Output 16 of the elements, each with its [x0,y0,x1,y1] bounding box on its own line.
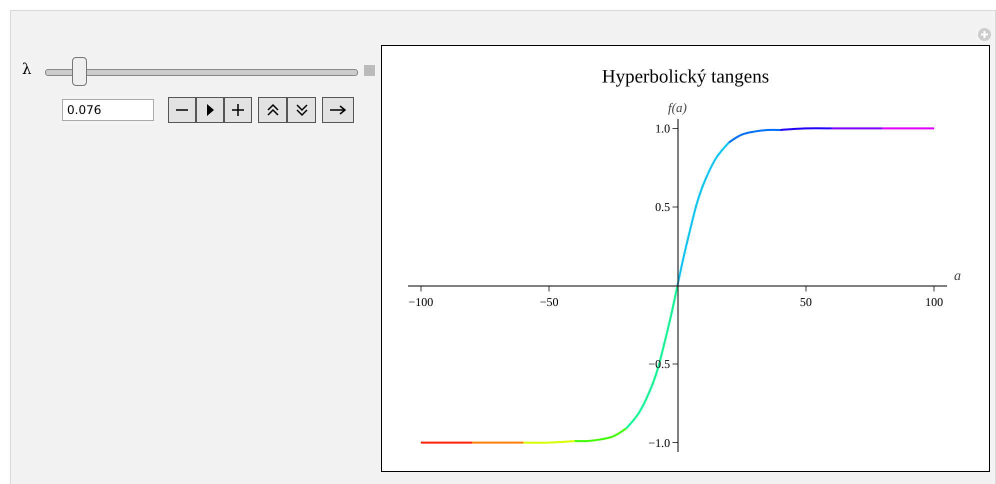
text: 0.076 [62,99,154,121]
line-series [676,142,730,286]
y-tick-label: 0.5 [655,200,670,214]
text: λ [22,60,32,78]
x-tick-label: 50 [800,294,812,309]
line-series [728,128,782,144]
x-tick-label: 100 [925,294,944,309]
chart-title: Hyperbolický tangens [602,66,770,88]
y-tick-label: 1.0 [655,122,670,136]
y-tick-label: −1.0 [648,436,670,450]
x-tick-label: −50 [540,294,559,309]
x-axis-title: a [954,269,961,284]
y-axis-title: f(a) [668,100,687,115]
line-series [625,284,678,430]
line-series [574,427,628,442]
x-tick-label: −100 [408,294,434,309]
